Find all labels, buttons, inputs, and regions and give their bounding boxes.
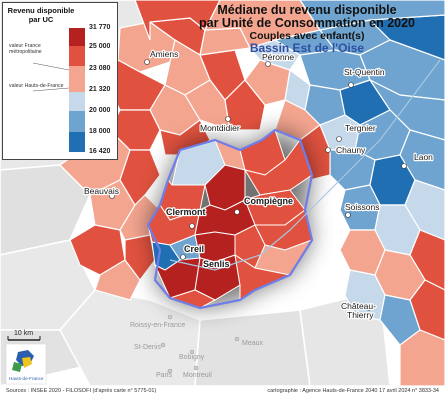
city-label-clermont: Clermont — [166, 207, 206, 217]
city-label-st-denis: St-Denis — [134, 344, 161, 351]
scale-label: 10 km — [14, 330, 33, 337]
legend-swatch-2 — [69, 46, 85, 66]
footer-credits: cartographie : Agence Hauts-de-France 20… — [267, 388, 439, 394]
basin-outline — [146, 128, 314, 310]
city-label-chauny: Chauny — [336, 145, 366, 155]
city-label-st-quentin: St-Quentin — [344, 67, 385, 77]
rivers — [169, 59, 441, 271]
city-label-peronne: Péronne — [262, 52, 294, 62]
legend-title: Revenu disponible par UC — [7, 6, 75, 24]
title-line-1: Médiane du revenu disponible — [217, 3, 397, 17]
legend-break-3: 23 080 — [89, 65, 111, 72]
city-label-amiens: Amiens — [150, 49, 178, 59]
city-label-montreuil: Montreuil — [183, 372, 212, 379]
legend-break-5: 20 000 — [89, 107, 111, 114]
city-label-meaux: Meaux — [242, 340, 264, 347]
hauts-de-france-logo: Hauts-de-France — [5, 343, 47, 385]
city-label-chateau-thierry-1: Château- — [341, 301, 376, 311]
legend-break-1: 31 770 — [89, 24, 111, 31]
title-basin: Bassin Est de l'Oise — [249, 41, 365, 55]
city-dots-grey — [160, 314, 240, 374]
legend-break-7: 16 420 — [89, 148, 111, 155]
legend-swatch-6 — [69, 132, 85, 152]
legend-break-6: 18 000 — [89, 128, 111, 135]
legend: Revenu disponible par UC 31 770 25 000 2… — [2, 2, 118, 160]
city-label-chateau-thierry-2: Thierry — [347, 310, 374, 320]
scale-bar: 10 km — [7, 330, 41, 341]
city-label-tergnier: Tergnier — [345, 123, 376, 133]
map-title-block: Médiane du revenu disponible par Unité d… — [177, 4, 437, 55]
footer: Sources : INSEE 2020 - FILOSOFI (d'après… — [0, 386, 445, 400]
basin-communes — [147, 129, 314, 309]
legend-swatch-5 — [69, 111, 85, 132]
city-label-compiegne: Compiègne — [244, 196, 293, 206]
city-label-senlis: Senlis — [203, 259, 230, 269]
city-dots — [109, 59, 407, 311]
city-label-laon: Laon — [414, 152, 433, 162]
legend-break-4: 21 320 — [89, 86, 111, 93]
legend-swatch-1 — [69, 28, 85, 46]
legend-ref-france: valeur France métropolitaine — [9, 43, 42, 55]
city-label-roissy: Roissy-en-France — [130, 322, 185, 329]
legend-swatches — [32, 28, 85, 152]
northern-communes — [109, 0, 445, 191]
city-label-creil: Creil — [184, 244, 204, 254]
legend-swatch-4 — [69, 92, 85, 111]
city-label-paris: Paris — [156, 372, 172, 379]
legend-swatch-3 — [69, 66, 85, 92]
logo-text: Hauts-de-France — [9, 376, 44, 381]
city-label-soissons: Soissons — [345, 202, 380, 212]
footer-sources: Sources : INSEE 2020 - FILOSOFI (d'après… — [6, 388, 157, 394]
title-subtitle: Couples avec enfant(s) — [249, 30, 365, 42]
city-label-montdidier: Montdidier — [200, 123, 240, 133]
title-line-2: par Unité de Consommation en 2020 — [198, 16, 416, 30]
legend-break-2: 25 000 — [89, 43, 111, 50]
legend-ref-hdf: valeur Hauts-de-France — [9, 83, 64, 89]
city-label-bobigny: Bobigny — [179, 354, 205, 361]
city-label-beauvais: Beauvais — [84, 186, 119, 196]
